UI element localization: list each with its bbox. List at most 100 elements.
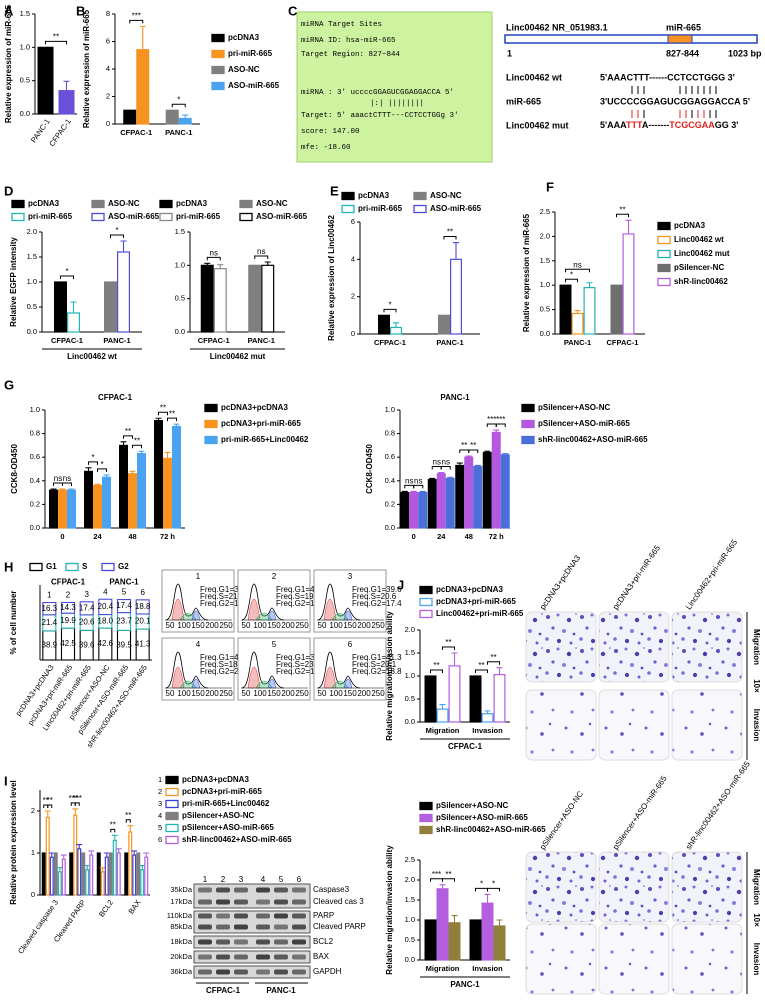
legend-label: pri-miR-665+Linc00462: [182, 799, 270, 808]
sequence-label: miR-665: [506, 96, 541, 106]
y-tick-label: 0.5: [405, 694, 415, 703]
bar: [124, 852, 129, 896]
bar: [61, 858, 66, 896]
legend-label: pSilencer+ASO-miR-665: [182, 823, 274, 832]
significance-bracket: [442, 878, 455, 882]
flow-panel-number: 2: [272, 572, 277, 581]
significance-label: ns: [405, 477, 413, 486]
bar: [482, 451, 492, 529]
legend-label: pSilencer+ASO-NC: [182, 811, 254, 820]
significance-bracket: [565, 268, 590, 273]
legend-swatch: [211, 65, 225, 75]
bar: [73, 814, 78, 896]
significance-bracket: [254, 255, 269, 259]
value-label: 17.4: [116, 601, 132, 610]
error-bar: [204, 262, 211, 266]
error-bar: [139, 25, 146, 50]
legend-label: pcDNA3: [674, 221, 706, 230]
bar: [118, 444, 128, 529]
bar: [103, 281, 117, 333]
legend-number: 3: [158, 799, 162, 808]
lane-number: 4: [261, 875, 266, 884]
significance-label: **: [445, 638, 451, 647]
blot-band: [216, 939, 230, 945]
error-bar: [453, 241, 459, 260]
flow-panel-number: 5: [272, 640, 277, 649]
legend-label: ASO-miR-665: [228, 81, 280, 90]
micrograph: [671, 689, 743, 761]
magnification: 10×: [752, 679, 761, 693]
significance-bracket: [475, 887, 488, 892]
bar: [128, 831, 133, 896]
x-tick-label: 0: [60, 532, 64, 541]
x-tick-label: CFPAC-1: [198, 336, 230, 345]
bar: [132, 854, 137, 896]
bar: [53, 852, 58, 896]
legend-swatch: [11, 212, 25, 222]
blot-band: [234, 913, 248, 919]
error-bar: [115, 848, 122, 853]
blot-weight: 17kDa: [170, 897, 193, 906]
value-label: 21.4: [42, 618, 58, 627]
y-axis-label: Relative expression of miR-665: [522, 213, 531, 332]
y-tick-label: 2: [31, 806, 35, 815]
significance-bracket: [206, 256, 221, 261]
legend-label: ASO-miR-665: [108, 212, 160, 221]
legend-label: Linc00462+pri-miR-665: [436, 609, 524, 618]
bar: [436, 708, 449, 723]
y-tick-label: 1.0: [30, 405, 40, 414]
blot-frame: [193, 935, 311, 949]
legend-label: pcDNA3: [228, 33, 260, 42]
flow-tick-label: 100: [329, 689, 343, 698]
group-label: PANC-1: [109, 577, 139, 586]
blot-band: [292, 939, 306, 945]
error-bar: [70, 301, 77, 313]
error-bar: [456, 462, 463, 466]
panel-label: F: [546, 179, 554, 194]
legend-label: ASO-NC: [256, 199, 288, 208]
bar: [77, 848, 82, 896]
bar: [66, 489, 76, 529]
bar-segment: [79, 601, 94, 616]
legend-label: pcDNA3: [358, 191, 390, 200]
significance-label: ns: [414, 477, 422, 486]
error-bar: [182, 114, 189, 119]
bar: [493, 925, 506, 961]
bar: [53, 281, 67, 333]
legend-label: pcDNA3+pri-miR-665: [436, 597, 516, 606]
x-tick-label: 48: [465, 532, 473, 541]
bar: [469, 919, 482, 961]
bar: [49, 856, 54, 896]
error-bar: [496, 919, 503, 926]
y-tick-label: 0.0: [405, 955, 415, 964]
error-bar: [474, 464, 481, 467]
mirna-box-line: score: 147.00: [301, 128, 360, 136]
y-tick-label: 1.5: [540, 256, 550, 265]
x-axis-label: CFPAC-1: [448, 742, 483, 751]
blot-band: [198, 939, 212, 945]
error-bar: [217, 264, 224, 269]
legend-swatch: [521, 419, 535, 429]
y-tick-label: 2: [351, 292, 355, 301]
error-bar: [120, 240, 127, 252]
bar: [500, 454, 510, 529]
significance-label: ns: [257, 247, 265, 256]
flow-tick-label: 150: [267, 621, 281, 630]
legend-number: 5: [158, 823, 162, 832]
legend-swatch: [11, 199, 25, 209]
y-axis-label: Relative EGFP intensity: [9, 237, 18, 327]
error-bar: [143, 852, 150, 858]
y-tick-label: 2.0: [405, 625, 415, 634]
y-tick-label: 0.5: [27, 302, 37, 311]
blot-band: [216, 887, 230, 893]
significance-label: ns: [63, 474, 71, 483]
lane-number: 5: [279, 875, 284, 884]
flow-tick-label: 150: [267, 689, 281, 698]
blot-band: [198, 924, 212, 930]
blot-band: [292, 899, 306, 905]
legend-label: S: [82, 562, 88, 571]
legend-number: 6: [158, 835, 162, 844]
error-bar: [111, 834, 118, 841]
significance-bracket: [62, 482, 72, 487]
sequence: 5'AAATTTA-------TCGCGAAGG 3': [600, 120, 738, 130]
